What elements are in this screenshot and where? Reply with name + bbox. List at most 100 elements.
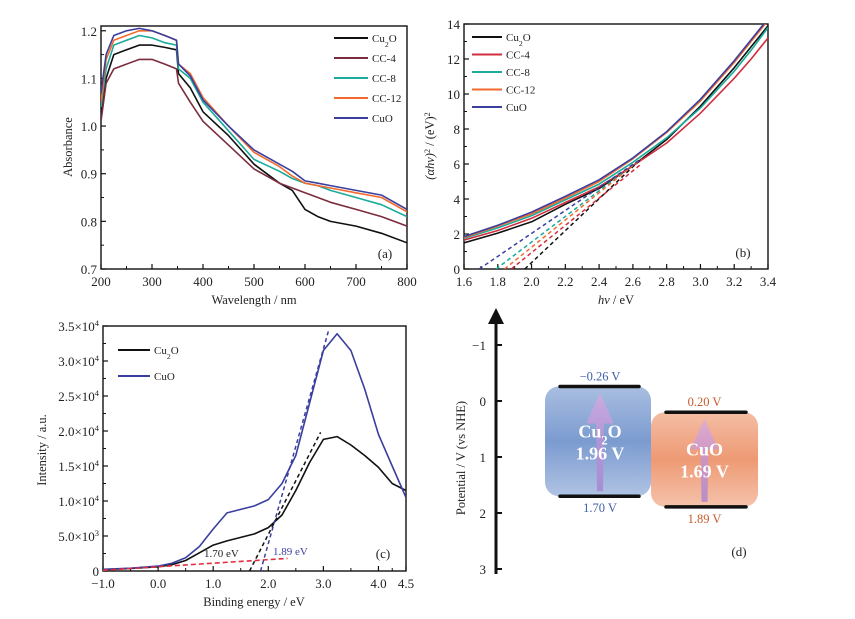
conduction-band-value: −0.26 V <box>580 369 621 383</box>
legend-label-CC-12-main: CC-12 <box>372 93 401 105</box>
a-plot-frame <box>100 25 408 270</box>
tauc-fit-line-CC-8 <box>495 158 642 269</box>
y-tick-exponent: 4 <box>95 493 100 503</box>
legend-label-Cu2O-tail: O <box>389 33 397 45</box>
y-axis-title-sup2: 2 <box>423 112 432 116</box>
y-tick-label: 0.9 <box>81 167 97 182</box>
legend-label-CuO: CuO <box>506 102 527 114</box>
y-tick-mantissa: 1.5×10 <box>58 459 95 474</box>
y-tick-label: 2.0×104 <box>58 423 100 439</box>
valence-band-value: 1.70 V <box>583 501 617 515</box>
band-material-label-tail: O <box>608 421 622 441</box>
series-group <box>101 27 407 244</box>
series-line-Cu2O <box>101 44 407 244</box>
x-tick-label: 300 <box>142 274 162 289</box>
y-tick-label: 1.0 <box>81 119 97 134</box>
legend-label-CC-8: CC-8 <box>372 73 396 85</box>
panel-tag-b: (b) <box>735 245 750 260</box>
legend-label-CC-8: CC-8 <box>506 67 530 79</box>
legend-label-CC-12: CC-12 <box>506 85 535 97</box>
y-axis-title: Absorbance <box>61 117 75 177</box>
y-tick-mantissa: 5.0×10 <box>58 529 95 544</box>
y-tick-label: 1.1 <box>81 71 97 86</box>
x-tick-label: 2.0 <box>523 274 539 289</box>
y-tick-mantissa: 2.0×10 <box>58 424 95 439</box>
x-axis-title-tail: / eV <box>610 293 634 307</box>
y-axis-title: Potential / V (vs NHE) <box>454 401 468 515</box>
x-tick-label: 3.0 <box>315 576 331 591</box>
y-tick-label: 8 <box>454 122 461 137</box>
x-tick-label: 4.0 <box>370 576 386 591</box>
series-line-CC-8 <box>464 27 768 240</box>
y-tick-label: 3.0×104 <box>58 353 100 369</box>
y-tick-label: 2 <box>480 506 487 521</box>
excitation-arrow-icon <box>586 393 614 492</box>
y-axis-title-tail: / (eV) <box>423 116 437 149</box>
y-tick-exponent: 4 <box>95 458 100 468</box>
series-line-CuO <box>103 332 406 571</box>
band-material-label-sub: 2 <box>601 433 607 447</box>
y-tick-mantissa: 3.0×10 <box>58 354 95 369</box>
x-tick-label: 700 <box>346 274 366 289</box>
series-group <box>103 329 406 571</box>
x-tick-label: 1.0 <box>205 576 221 591</box>
legend-label-Cu2O-main: Cu <box>154 345 167 357</box>
conduction-band-value: 0.20 V <box>688 395 722 409</box>
x-tick-label: 4.5 <box>398 576 414 591</box>
y-tick-label: 1 <box>480 450 487 465</box>
y-tick-label: 4 <box>454 192 461 207</box>
x-axis-title: Binding energy / eV <box>203 595 305 609</box>
y-tick-label: 2 <box>454 227 461 242</box>
series-line-CC-4 <box>101 58 407 227</box>
y-tick-label: 0 <box>480 394 487 409</box>
x-tick-label: 3.4 <box>760 274 777 289</box>
y-tick-label: 10 <box>447 87 460 102</box>
y-tick-label: 1.2 <box>81 24 97 39</box>
x-tick-label: 2.6 <box>625 274 642 289</box>
x-tick-label: 3.0 <box>692 274 708 289</box>
tauc-fit-line-Cu2O <box>524 158 642 269</box>
y-tick-label: 1.5×104 <box>58 458 100 474</box>
legend-label-CC-8-main: CC-8 <box>372 73 396 85</box>
legend-label-Cu2O-tail: O <box>523 32 531 44</box>
x-axis-title: Wavelength / nm <box>211 293 296 307</box>
x-axis-title-main: hν <box>598 293 610 307</box>
legend-label-CC-4-main: CC-4 <box>506 50 530 62</box>
legend-label-Cu2O-main: Cu <box>506 32 519 44</box>
y-tick-label: 5.0×103 <box>58 528 99 544</box>
y-axis-title: (αhν)2 / (eV)2 <box>423 112 438 179</box>
series-line-CuO <box>101 27 407 211</box>
series-group <box>464 24 768 269</box>
y-tick-label: 0.7 <box>81 262 98 277</box>
legend-label-Cu2O-sub: 2 <box>167 352 171 361</box>
legend-label-CuO-main: CuO <box>372 113 393 125</box>
tauc-fit-line-CC-12 <box>504 158 642 269</box>
x-axis-title: hν / eV <box>598 293 634 307</box>
legend-label-CC-12-main: CC-12 <box>506 85 535 97</box>
valence-band-value: 1.89 V <box>688 512 722 526</box>
y-tick-mantissa: 0 <box>93 564 100 579</box>
x-tick-label: 200 <box>91 274 111 289</box>
legend-label-CC-4: CC-4 <box>372 53 396 65</box>
legend-label-Cu2O-sub: 2 <box>385 40 389 49</box>
y-axis-title-main: (αhν) <box>423 153 437 180</box>
x-tick-label: 800 <box>397 274 417 289</box>
x-tick-label: 1.8 <box>490 274 506 289</box>
y-tick-mantissa: 2.5×10 <box>58 389 95 404</box>
legend-label-CC-8-main: CC-8 <box>506 67 530 79</box>
series-line-CuO <box>464 24 765 238</box>
x-tick-label: 2.8 <box>659 274 675 289</box>
band-material-label: CuO <box>686 440 723 460</box>
legend-label-CuO: CuO <box>154 371 175 383</box>
x-tick-label: 2.4 <box>591 274 608 289</box>
legend-label-CuO-main: CuO <box>154 371 175 383</box>
panel-a: 200 300 400 500 600 700 800 0.7 0.8 0.9 1.0 1.1 1.2 C… <box>61 24 417 307</box>
excitation-arrow-icon <box>690 419 719 502</box>
potential-axis-arrow-icon <box>488 308 504 324</box>
y-tick-label: −1 <box>472 338 486 353</box>
legend-label-CuO-main: CuO <box>506 102 527 114</box>
